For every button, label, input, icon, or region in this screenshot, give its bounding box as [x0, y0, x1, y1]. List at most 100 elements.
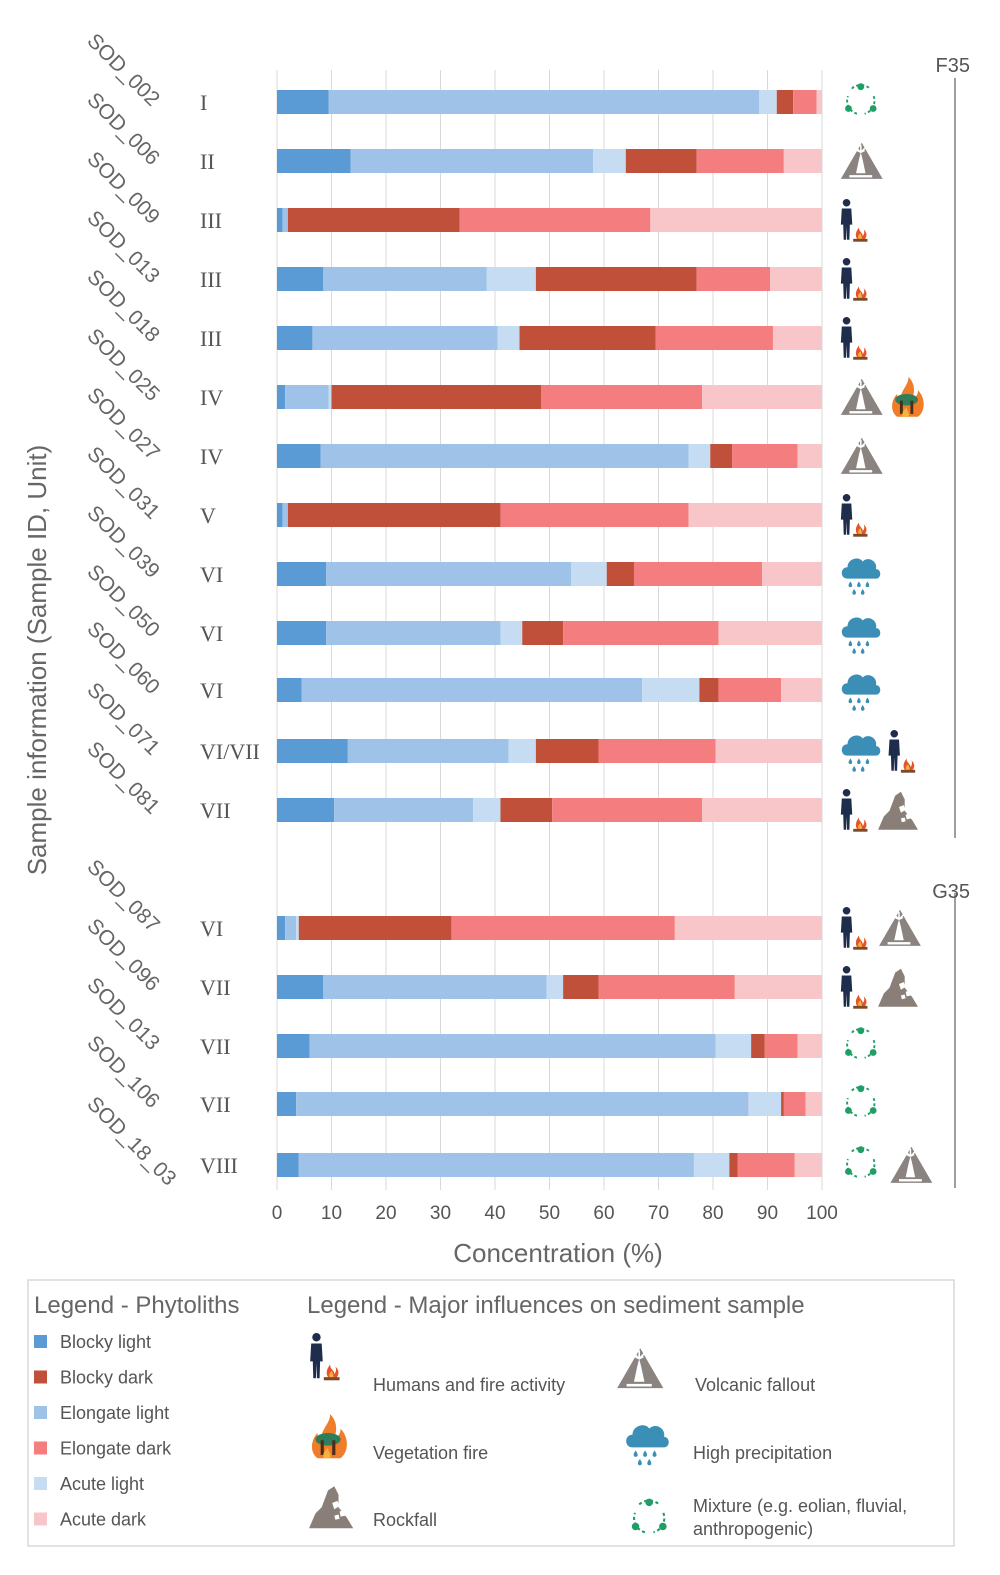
bar-segment-sod_013-elongate-light	[309, 1034, 716, 1058]
legend-swatch	[34, 1406, 47, 1419]
bar-segment-sod_025-acute-dark	[702, 385, 822, 409]
bar-segment-sod_027-elongate-dark	[732, 444, 798, 468]
legend-box	[27, 1279, 955, 1547]
mixture-icon	[845, 83, 877, 115]
bar-segment-sod_18_03-acute-light	[693, 1153, 730, 1177]
x-axis-ticks: 0 10 20 30 40 50 60 70 80 90 100	[272, 1203, 838, 1224]
bar-segment-sod_087-elongate-light	[285, 916, 297, 940]
x-tick-label-80: 80	[702, 1203, 723, 1224]
legend-swatch	[34, 1370, 47, 1384]
bar-segment-sod_087-blocky-light	[277, 916, 286, 940]
bar-segment-sod_006-blocky-dark	[625, 149, 697, 173]
sample-labels: SOD_002SOD_006SOD_009SOD_013SOD_018SOD_0…	[82, 29, 180, 1190]
bar-segment-sod_18_03-blocky-light	[277, 1153, 299, 1177]
unit-label: IV	[200, 385, 223, 410]
bar-segment-sod_025-elongate-light	[285, 385, 329, 409]
rain-cloud-icon	[626, 1425, 669, 1466]
group-label: G35	[932, 881, 970, 903]
bar-segment-sod_002-blocky-light	[277, 90, 329, 114]
unit-label: VI	[200, 562, 223, 587]
bar-segment-sod_096-acute-dark	[734, 975, 822, 999]
volcano-icon	[840, 378, 883, 415]
unit-label: VII	[200, 975, 231, 1000]
bar-segment-sod_002-blocky-dark	[776, 90, 794, 114]
bar-segment-sod_087-acute-dark	[674, 916, 822, 940]
bar-segment-sod_002-elongate-dark	[793, 90, 817, 114]
legend-influences-items: Humans and fire activity Volcanic fallout…	[309, 1333, 907, 1539]
sample-id-label: SOD_18_03	[82, 1092, 180, 1190]
bar-segment-sod_18_03-acute-dark	[794, 1153, 822, 1177]
bar-segment-sod_009-blocky-dark	[287, 208, 460, 232]
group-brackets: F35 G35	[932, 55, 970, 1188]
bar-segment-sod_018-acute-dark	[772, 326, 822, 350]
x-tick-label-100: 100	[806, 1203, 838, 1224]
bar-segment-sod_031-elongate-dark	[500, 503, 689, 527]
unit-label: VIII	[200, 1153, 238, 1178]
x-tick-label-40: 40	[484, 1203, 505, 1224]
mixture-icon	[845, 1146, 877, 1178]
unit-label: VII	[200, 1092, 231, 1117]
bar-segment-sod_018-blocky-light	[277, 326, 313, 350]
bar-segment-sod_013-blocky-light	[277, 1034, 310, 1058]
legend-influence-label: Mixture (e.g. eolian, fluvial,	[693, 1496, 907, 1516]
bar-segment-sod_096-acute-light	[546, 975, 564, 999]
bar-segment-sod_009-elongate-dark	[459, 208, 651, 232]
human-fire-icon	[888, 729, 916, 773]
bar-segment-sod_071-acute-light	[508, 739, 536, 763]
x-tick-label-10: 10	[321, 1203, 342, 1224]
bar-segment-sod_013-acute-dark	[797, 1034, 822, 1058]
rain-cloud-icon	[841, 617, 881, 654]
human-fire-icon	[840, 965, 868, 1009]
y-axis-title: Sample information (Sample ID, Unit)	[22, 445, 52, 876]
bar-segment-sod_106-acute-light	[748, 1092, 782, 1116]
bar-segment-sod_039-acute-light	[571, 562, 607, 586]
unit-label: V	[200, 503, 216, 528]
bar-segment-sod_106-acute-dark	[805, 1092, 822, 1116]
legend-swatch	[34, 1512, 47, 1526]
bar-segment-sod_031-elongate-light	[282, 503, 288, 527]
bar-segment-sod_087-acute-light	[296, 916, 299, 940]
bar-segment-sod_18_03-blocky-dark	[729, 1153, 738, 1177]
bar-segment-sod_060-acute-dark	[781, 678, 822, 702]
bar-segment-sod_009-blocky-light	[277, 208, 283, 232]
human-fire-icon	[840, 257, 868, 301]
bar-segment-sod_050-elongate-dark	[563, 621, 719, 645]
human-fire-icon	[840, 788, 868, 832]
bar-segment-sod_071-elongate-light	[347, 739, 509, 763]
legend: Legend - Phytoliths Legend - Major influ…	[27, 1279, 955, 1547]
legend-influence-label: Vegetation fire	[373, 1443, 488, 1463]
bar-segment-sod_002-acute-light	[759, 90, 777, 114]
volcano-icon	[879, 909, 921, 946]
x-tick-label-0: 0	[272, 1203, 283, 1224]
bar-segment-sod_060-acute-light	[642, 678, 700, 702]
vegetation-fire-icon	[311, 1414, 347, 1459]
bar-segment-sod_031-acute-dark	[688, 503, 822, 527]
unit-label: III	[200, 208, 222, 233]
unit-label: VI	[200, 621, 223, 646]
unit-label: I	[200, 90, 207, 115]
bar-segment-sod_013-blocky-dark	[535, 267, 697, 291]
unit-label: VII	[200, 1034, 231, 1059]
x-tick-label-30: 30	[430, 1203, 451, 1224]
bar-segment-sod_071-acute-dark	[715, 739, 822, 763]
bar-segment-sod_081-elongate-light	[334, 798, 474, 822]
bar-segment-sod_027-acute-dark	[797, 444, 822, 468]
bar-segment-sod_060-elongate-light	[301, 678, 643, 702]
legend-item-label: Acute light	[60, 1474, 144, 1494]
bar-segment-sod_18_03-elongate-dark	[737, 1153, 795, 1177]
bar-segment-sod_039-acute-dark	[762, 562, 822, 586]
unit-label: VI	[200, 678, 223, 703]
bar-segment-sod_039-elongate-dark	[633, 562, 763, 586]
bar-segment-sod_013-elongate-dark	[764, 1034, 798, 1058]
unit-label: VI/VII	[200, 739, 260, 764]
rockfall-icon	[309, 1486, 354, 1529]
legend-swatch	[34, 1441, 47, 1455]
bar-segment-sod_009-elongate-light	[282, 208, 288, 232]
x-tick-label-50: 50	[539, 1203, 560, 1224]
bar-segment-sod_018-elongate-dark	[655, 326, 773, 350]
bar-segment-sod_087-blocky-dark	[298, 916, 452, 940]
stacked-bars	[277, 90, 822, 1177]
bar-segment-sod_060-blocky-dark	[699, 678, 719, 702]
mixture-icon	[845, 1085, 877, 1117]
